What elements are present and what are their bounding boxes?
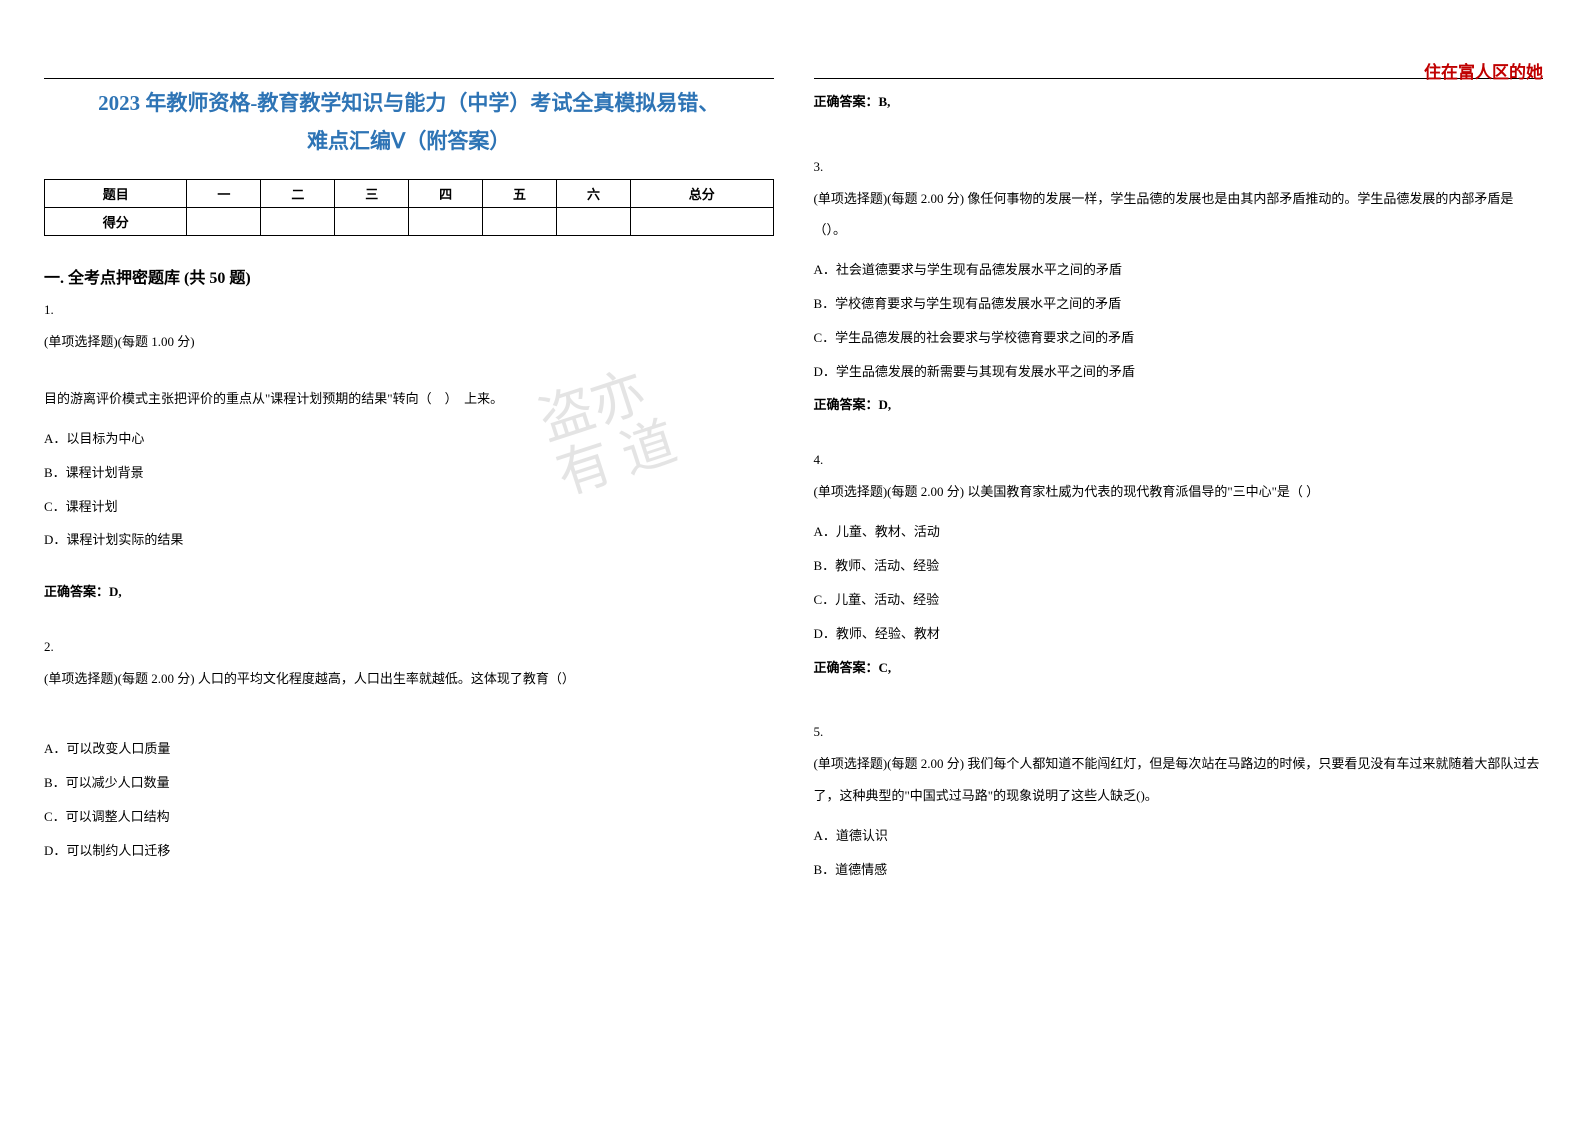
question-number: 5. [814, 724, 1544, 740]
option-d: D．可以制约人口迁移 [44, 834, 774, 868]
th-3: 三 [335, 179, 409, 207]
question-meta: (单项选择题)(每题 2.00 分) 像任何事物的发展一样，学生品德的发展也是由… [814, 183, 1544, 245]
document-title: 2023 年教师资格-教育教学知识与能力（中学）考试全真模拟易错、 难点汇编Ⅴ（… [44, 85, 774, 161]
option-a: A．可以改变人口质量 [44, 732, 774, 766]
td-empty [261, 207, 335, 235]
question-number: 4. [814, 452, 1544, 468]
option-d: D．学生品德发展的新需要与其现有发展水平之间的矛盾 [814, 355, 1544, 389]
option-b: B．可以减少人口数量 [44, 766, 774, 800]
answer: 正确答案：C, [814, 651, 1544, 685]
td-empty [187, 207, 261, 235]
option-d: D．教师、经验、教材 [814, 617, 1544, 651]
question-number: 3. [814, 159, 1544, 175]
th-total: 总分 [630, 179, 773, 207]
two-column-layout: 2023 年教师资格-教育教学知识与能力（中学）考试全真模拟易错、 难点汇编Ⅴ（… [0, 0, 1587, 926]
td-empty [335, 207, 409, 235]
question-meta: (单项选择题)(每题 1.00 分) [44, 326, 774, 357]
section-heading: 一. 全考点押密题库 (共 50 题) [44, 264, 774, 288]
option-c: C．课程计划 [44, 490, 774, 524]
option-b: B．教师、活动、经验 [814, 549, 1544, 583]
th-item: 题目 [45, 179, 187, 207]
option-a: A．以目标为中心 [44, 422, 774, 456]
score-table: 题目 一 二 三 四 五 六 总分 得分 [44, 179, 774, 236]
question-number: 1. [44, 302, 774, 318]
right-column: 正确答案：B, 3. (单项选择题)(每题 2.00 分) 像任何事物的发展一样… [814, 78, 1544, 886]
th-5: 五 [483, 179, 557, 207]
option-d: D．课程计划实际的结果 [44, 523, 774, 557]
option-b: B．学校德育要求与学生现有品德发展水平之间的矛盾 [814, 287, 1544, 321]
question-number: 2. [44, 639, 774, 655]
option-c: C．学生品德发展的社会要求与学校德育要求之间的矛盾 [814, 321, 1544, 355]
answer: 正确答案：D, [44, 575, 774, 609]
question-meta: (单项选择题)(每题 2.00 分) 人口的平均文化程度越高，人口出生率就越低。… [44, 663, 774, 694]
th-6: 六 [557, 179, 631, 207]
left-column: 2023 年教师资格-教育教学知识与能力（中学）考试全真模拟易错、 难点汇编Ⅴ（… [44, 78, 774, 886]
table-row: 题目 一 二 三 四 五 六 总分 [45, 179, 774, 207]
title-line-1: 2023 年教师资格-教育教学知识与能力（中学）考试全真模拟易错、 [98, 91, 719, 115]
th-2: 二 [261, 179, 335, 207]
td-empty [409, 207, 483, 235]
question-meta: (单项选择题)(每题 2.00 分) 我们每个人都知道不能闯红灯，但是每次站在马… [814, 748, 1544, 810]
th-1: 一 [187, 179, 261, 207]
td-empty [557, 207, 631, 235]
option-c: C．儿童、活动、经验 [814, 583, 1544, 617]
question-stem: 目的游离评价模式主张把评价的重点从"课程计划预期的结果"转向（ ） 上来。 [44, 383, 774, 414]
td-empty [630, 207, 773, 235]
option-c: C．可以调整人口结构 [44, 800, 774, 834]
td-score-label: 得分 [45, 207, 187, 235]
title-line-2: 难点汇编Ⅴ（附答案） [307, 129, 510, 153]
table-row: 得分 [45, 207, 774, 235]
option-a: A．社会道德要求与学生现有品德发展水平之间的矛盾 [814, 253, 1544, 287]
answer: 正确答案：B, [814, 85, 1544, 119]
option-b: B．课程计划背景 [44, 456, 774, 490]
th-4: 四 [409, 179, 483, 207]
option-a: A．道德认识 [814, 819, 1544, 853]
question-meta: (单项选择题)(每题 2.00 分) 以美国教育家杜威为代表的现代教育派倡导的"… [814, 476, 1544, 507]
option-a: A．儿童、教材、活动 [814, 515, 1544, 549]
answer: 正确答案：D, [814, 388, 1544, 422]
corner-watermark: 住在富人区的她 [1424, 58, 1543, 83]
td-empty [483, 207, 557, 235]
option-b: B．道德情感 [814, 853, 1544, 887]
